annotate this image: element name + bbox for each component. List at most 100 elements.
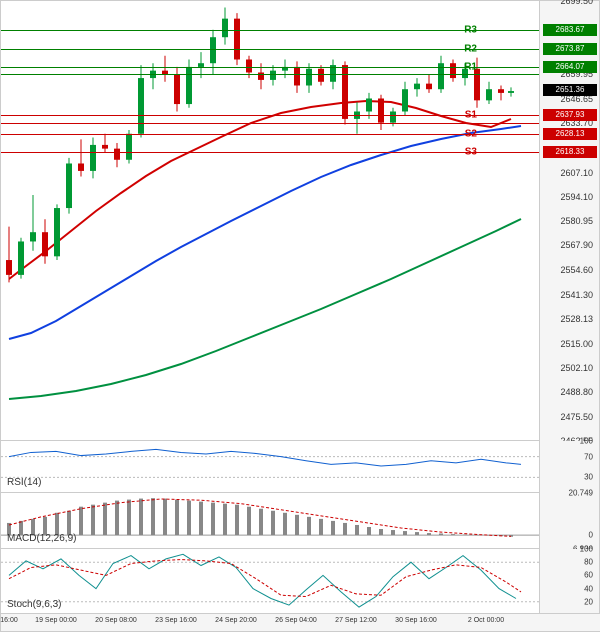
level-label: S3: [465, 146, 477, 157]
candle[interactable]: [402, 82, 408, 115]
macd-label: MACD(12,26,9): [7, 533, 76, 544]
macd-bar: [235, 505, 239, 535]
macd-bar: [91, 505, 95, 535]
stoch-panel[interactable]: Stoch(9,6,3): [1, 549, 541, 615]
macd-bar: [55, 513, 59, 535]
ind-ytick: 30: [584, 473, 593, 482]
ma-line: [9, 101, 511, 279]
ma-line: [9, 126, 521, 339]
rsi-line: [9, 449, 521, 466]
rsi-panel[interactable]: RSI(14): [1, 441, 541, 493]
y-tick: 2541.30: [560, 290, 593, 300]
price-panel[interactable]: R3R2R1S1S2S3: [1, 1, 541, 441]
ind-ytick: 100: [580, 437, 593, 446]
macd-bar: [307, 517, 311, 535]
y-tick: 2475.50: [560, 412, 593, 422]
macd-panel[interactable]: MACD(12,26,9): [1, 493, 541, 549]
stoch-overlay: [1, 549, 541, 615]
level-line: [1, 152, 541, 153]
candle[interactable]: [126, 130, 132, 163]
level-label: S1: [465, 110, 477, 121]
candle[interactable]: [222, 7, 228, 44]
ma-line: [9, 219, 521, 399]
macd-bar: [79, 507, 83, 535]
candle[interactable]: [102, 134, 108, 153]
x-tick: 2 Oct 00:00: [468, 617, 504, 624]
price-y-axis: 2699.502683.672673.872664.072659.952651.…: [539, 1, 599, 441]
macd-bar: [463, 535, 467, 536]
candle[interactable]: [66, 158, 72, 214]
candle[interactable]: [6, 227, 12, 283]
macd-bar: [67, 511, 71, 535]
level-price: 2664.07: [543, 61, 597, 73]
level-line: [1, 74, 541, 75]
macd-bar: [499, 535, 503, 536]
ind-ytick: 70: [584, 452, 593, 461]
x-tick: 23 Sep 16:00: [155, 617, 197, 624]
candle[interactable]: [234, 13, 240, 65]
y-tick: 2567.90: [560, 240, 593, 250]
level-line: [1, 123, 541, 124]
candle[interactable]: [450, 59, 456, 81]
macd-bar: [223, 504, 227, 535]
candle[interactable]: [414, 78, 420, 97]
macd-bar: [211, 503, 215, 535]
candle[interactable]: [18, 238, 24, 279]
level-label: R3: [464, 25, 477, 36]
macd-bar: [163, 499, 167, 536]
macd-bar: [103, 503, 107, 535]
level-price: 2628.13: [543, 128, 597, 140]
level-line: [1, 30, 541, 31]
level-line: [1, 49, 541, 50]
y-tick: 2515.00: [560, 339, 593, 349]
candle[interactable]: [78, 139, 84, 176]
candle[interactable]: [54, 204, 60, 260]
y-tick: 2580.95: [560, 216, 593, 226]
level-price: 2651.36: [543, 84, 597, 96]
candle[interactable]: [162, 56, 168, 82]
y-tick: 2528.13: [560, 314, 593, 324]
x-tick: 19 Sep 00:00: [35, 617, 77, 624]
level-price: 2637.93: [543, 109, 597, 121]
level-label: R1: [464, 61, 477, 72]
candle[interactable]: [42, 219, 48, 264]
macd-bar: [427, 533, 431, 535]
level-label: R2: [464, 43, 477, 54]
candle[interactable]: [508, 87, 514, 96]
candle[interactable]: [114, 143, 120, 167]
x-axis: 16:0019 Sep 00:0020 Sep 08:0023 Sep 16:0…: [1, 613, 600, 631]
x-tick: 24 Sep 20:00: [215, 617, 257, 624]
candle[interactable]: [498, 85, 504, 100]
rsi-label: RSI(14): [7, 477, 41, 488]
candle[interactable]: [354, 102, 360, 134]
macd-signal: [9, 499, 511, 536]
macd-bar: [475, 535, 479, 536]
macd-bar: [319, 519, 323, 535]
macd-bar: [355, 525, 359, 535]
y-tick: 2594.10: [560, 192, 593, 202]
macd-bar: [403, 531, 407, 535]
stoch-label: Stoch(9,6,3): [7, 599, 61, 610]
candle[interactable]: [378, 95, 384, 130]
candle[interactable]: [30, 195, 36, 251]
ind-ytick: 60: [584, 571, 593, 580]
candle[interactable]: [90, 137, 96, 178]
y-tick: 2699.50: [560, 0, 593, 6]
macd-bar: [343, 523, 347, 535]
macd-bar: [415, 532, 419, 535]
candle[interactable]: [486, 82, 492, 104]
ind-ytick: 40: [584, 584, 593, 593]
rsi-y-axis: 1007030: [539, 441, 599, 493]
candle[interactable]: [138, 65, 144, 137]
y-tick: 2607.10: [560, 168, 593, 178]
macd-y-axis: 20.7490-6.836: [539, 493, 599, 549]
macd-bar: [509, 535, 513, 537]
x-tick: 16:00: [0, 617, 18, 624]
candle[interactable]: [426, 74, 432, 93]
macd-bar: [271, 511, 275, 535]
chart-container: R3R2R1S1S2S3 2699.502683.672673.872664.0…: [0, 0, 600, 632]
macd-bar: [247, 507, 251, 535]
ind-ytick: 20.749: [569, 489, 593, 498]
stoch-k: [9, 554, 516, 607]
level-line: [1, 134, 541, 135]
